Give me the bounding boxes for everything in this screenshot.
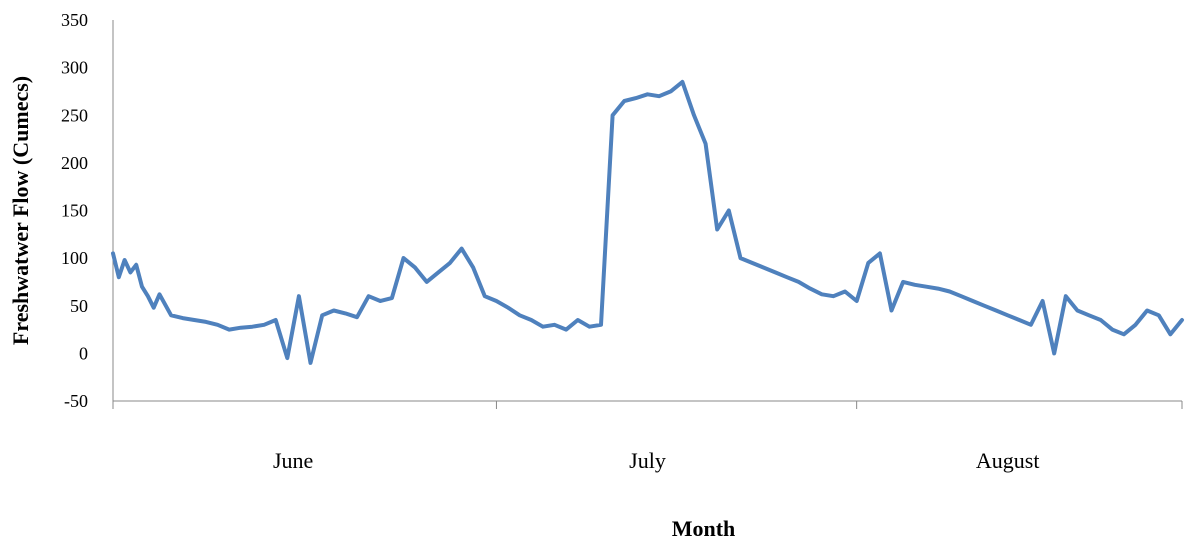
- y-axis-title: Freshwatwer Flow (Cumecs): [8, 76, 33, 345]
- x-tick-label-june: June: [273, 448, 313, 473]
- x-tick-label-august: August: [976, 448, 1040, 473]
- x-tick-label-july: July: [629, 448, 666, 473]
- y-tick-label: -50: [64, 391, 88, 411]
- x-axis-title: Month: [672, 516, 736, 541]
- y-tick-label: 50: [70, 296, 88, 316]
- y-axis-tick-labels: -50 0 50 100 150 200 250 300 350: [61, 10, 88, 411]
- series-line: [111, 79, 1184, 365]
- y-tick-label: 0: [79, 343, 88, 363]
- y-tick-label: 350: [61, 10, 88, 30]
- x-axis-ticks: [112, 401, 1183, 409]
- y-tick-label: 100: [61, 248, 88, 268]
- y-tick-label: 200: [61, 153, 88, 173]
- y-tick-label: 150: [61, 201, 88, 221]
- y-tick-label: 300: [61, 58, 88, 78]
- y-tick-label: 250: [61, 105, 88, 125]
- x-axis-month-labels: June July August: [273, 448, 1040, 473]
